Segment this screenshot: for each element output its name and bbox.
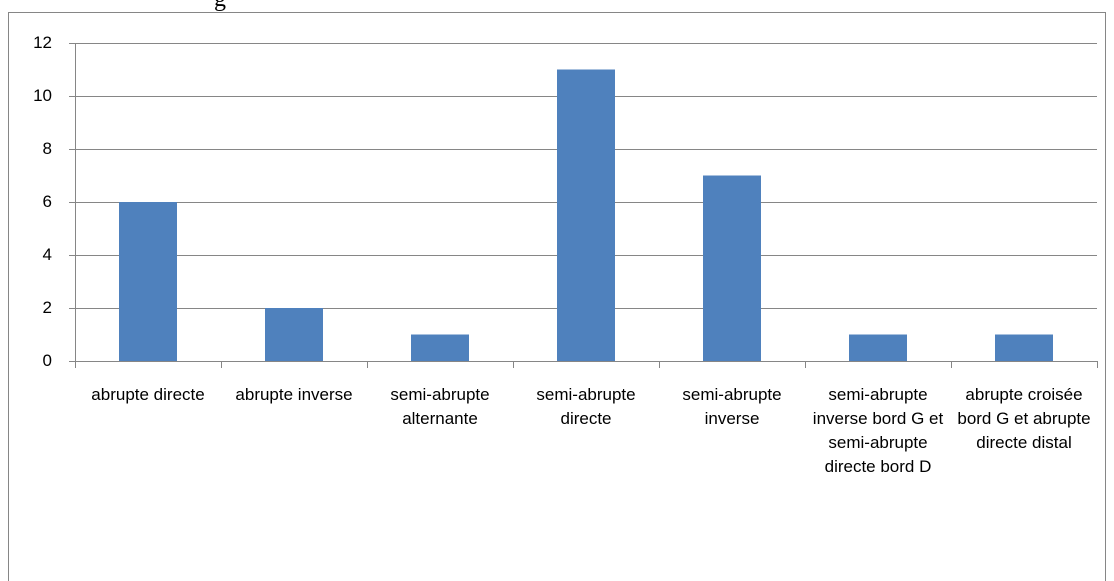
bar <box>995 334 1053 361</box>
x-tick-label: abrupte directe <box>91 385 205 404</box>
bar <box>265 308 323 361</box>
y-tick-label: 4 <box>43 245 52 264</box>
x-tick-label: abrupte croisée bord G et abrupte direct… <box>957 385 1091 452</box>
bar <box>703 175 761 361</box>
y-tick-label: 8 <box>43 139 52 158</box>
bar <box>119 202 177 361</box>
y-tick-label: 0 <box>43 351 52 370</box>
y-tick-label: 10 <box>33 86 52 105</box>
bar <box>849 334 907 361</box>
x-tick-label: semi-abrupte inverse bord G et semi-abru… <box>812 385 944 476</box>
y-tick-label: 6 <box>43 192 52 211</box>
x-tick-label: abrupte inverse <box>235 385 353 404</box>
y-tick-label: 12 <box>33 33 52 52</box>
bar <box>411 334 469 361</box>
bar <box>557 69 615 361</box>
y-tick-label: 2 <box>43 298 52 317</box>
caption-fragment: g <box>214 0 226 13</box>
x-tick-label: semi-abrupte inverse <box>682 385 782 428</box>
chart-frame <box>8 12 1106 581</box>
x-tick-label: semi-abrupte alternante <box>390 385 490 428</box>
x-tick-label: semi-abrupte directe <box>536 385 636 428</box>
